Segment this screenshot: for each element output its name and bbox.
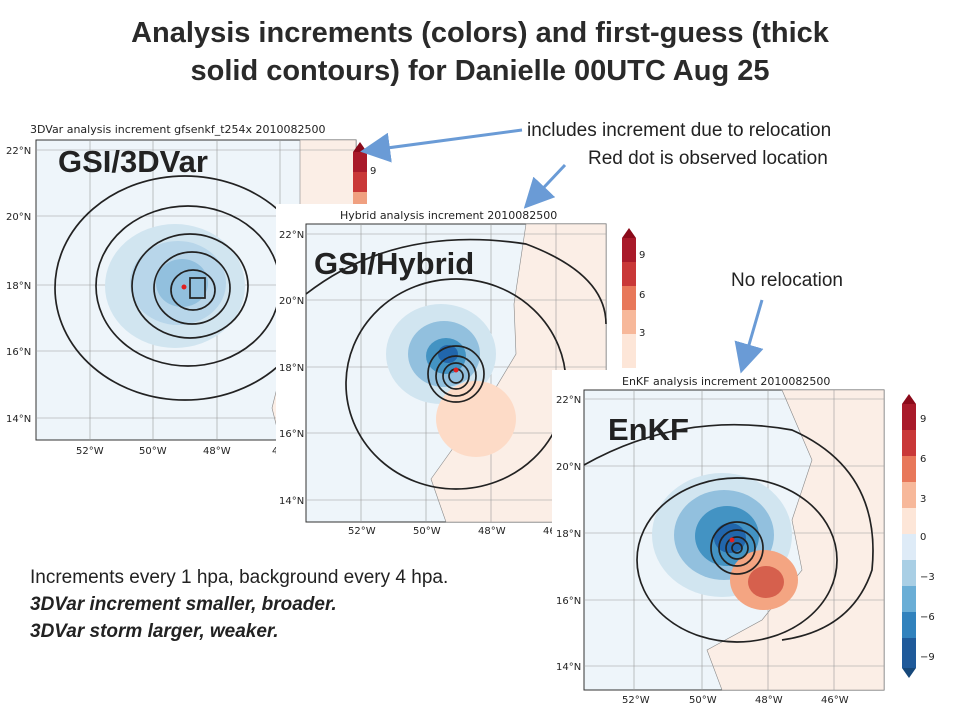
panel-enkf: EnKF analysis increment 2010082500 22°N … xyxy=(552,370,952,715)
colorbar-hybrid: 9 6 3 xyxy=(622,228,645,368)
lat-tick: 18°N xyxy=(279,363,304,374)
lon-tick: 46°W xyxy=(821,695,849,706)
observed-location-dot-hybrid xyxy=(453,367,459,373)
colorbar-tick: −9 xyxy=(920,652,935,663)
plot-title-enkf: EnKF analysis increment 2010082500 xyxy=(622,375,830,388)
lon-tick: 48°W xyxy=(478,526,506,534)
note-line-2: 3DVar increment smaller, broader. xyxy=(30,594,337,615)
panel-label-hybrid: GSI/Hybrid xyxy=(314,246,475,281)
colorbar-enkf: 9 6 3 0 −3 −6 −9 xyxy=(902,394,935,678)
lat-tick: 14°N xyxy=(279,496,304,507)
lat-tick: 18°N xyxy=(6,281,31,292)
lat-tick: 16°N xyxy=(279,429,304,440)
lon-tick: 52°W xyxy=(76,446,104,457)
note-line-3: 3DVar storm larger, weaker. xyxy=(30,621,279,642)
lon-tick: 52°W xyxy=(622,695,650,706)
observed-location-dot-3dvar xyxy=(181,284,187,290)
colorbar-tick: 0 xyxy=(920,532,926,543)
lat-tick: 20°N xyxy=(556,462,581,473)
lon-tick: 48°W xyxy=(755,695,783,706)
plot-title-3dvar: 3DVar analysis increment gfsenkf_t254x 2… xyxy=(30,123,326,136)
colorbar-tick: 3 xyxy=(920,494,926,505)
colorbar-tick: −3 xyxy=(920,572,935,583)
colorbar-tick: −6 xyxy=(920,612,935,623)
lat-tick: 16°N xyxy=(6,347,31,358)
annotation-no-relocation: No relocation xyxy=(731,270,843,291)
colorbar-tick: 9 xyxy=(370,166,376,177)
map-hybrid: Hybrid analysis increment 2010082500 22°… xyxy=(279,209,645,534)
lon-tick: 50°W xyxy=(689,695,717,706)
slide-title: Analysis increments (colors) and first-g… xyxy=(0,14,960,90)
lat-tick: 22°N xyxy=(279,230,304,241)
annotation-relocation: includes increment due to relocation xyxy=(527,120,832,141)
lat-tick: 20°N xyxy=(279,296,304,307)
notes-block: Increments every 1 hpa, background every… xyxy=(30,564,448,645)
lat-tick: 16°N xyxy=(556,596,581,607)
colorbar-tick: 3 xyxy=(639,328,645,339)
arrow-to-hybrid xyxy=(523,163,567,209)
lat-tick: 18°N xyxy=(556,529,581,540)
lat-tick: 22°N xyxy=(6,146,31,157)
panel-label-enkf: EnKF xyxy=(608,412,689,447)
lon-tick: 50°W xyxy=(139,446,167,457)
colorbar-tick: 6 xyxy=(639,290,645,301)
panel-label-3dvar: GSI/3DVar xyxy=(58,144,208,179)
lat-tick: 14°N xyxy=(556,662,581,673)
title-line-1: Analysis increments (colors) and first-g… xyxy=(131,17,829,49)
lon-tick: 48°W xyxy=(203,446,231,457)
lat-tick: 14°N xyxy=(6,414,31,425)
title-line-2: solid contours) for Danielle 00UTC Aug 2… xyxy=(190,55,770,87)
colorbar-tick: 9 xyxy=(920,414,926,425)
plot-title-hybrid: Hybrid analysis increment 2010082500 xyxy=(340,209,557,222)
lon-tick: 50°W xyxy=(413,526,441,534)
lon-tick: 46 xyxy=(543,526,556,534)
lat-tick: 20°N xyxy=(6,212,31,223)
note-line-1: Increments every 1 hpa, background every… xyxy=(30,567,449,588)
panel-hybrid: Hybrid analysis increment 2010082500 22°… xyxy=(276,204,654,534)
observed-location-dot-enkf xyxy=(729,537,735,543)
lon-tick: 52°W xyxy=(348,526,376,534)
lon-tick: 4 xyxy=(272,446,278,457)
annotation-red-dot: Red dot is observed location xyxy=(588,148,828,169)
lat-tick: 22°N xyxy=(556,395,581,406)
arrow-to-enkf xyxy=(734,299,764,374)
colorbar-tick: 9 xyxy=(639,250,645,261)
map-enkf: EnKF analysis increment 2010082500 22°N … xyxy=(556,375,935,706)
colorbar-tick: 6 xyxy=(920,454,926,465)
